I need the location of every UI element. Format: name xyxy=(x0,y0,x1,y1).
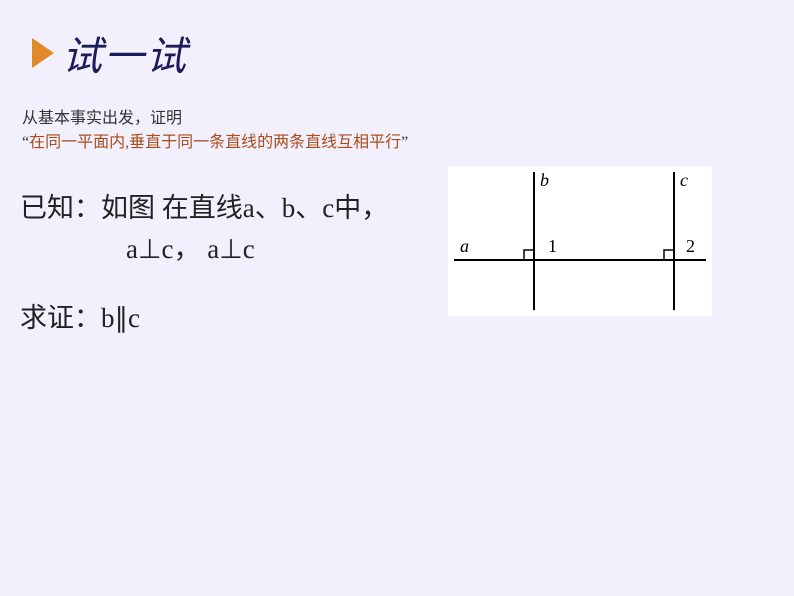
prove-label: 求证： xyxy=(20,303,101,333)
subtitle-line-2: “在同一平面内,垂直于同一条直线的两条直线互相平行” xyxy=(22,128,408,152)
geometry-svg: a b c 1 2 xyxy=(448,166,712,316)
chevron-right-icon xyxy=(32,38,54,68)
known-line-1-rest: 如图 在直线a、b、c中， xyxy=(101,193,388,223)
known-line-1: 已知：如图 在直线a、b、c中， xyxy=(20,188,388,229)
subtitle-accent: 在同一平面内,垂直于同一条直线的两条直线互相平行 xyxy=(29,134,401,151)
subtitle-line-1: 从基本事实出发，证明 xyxy=(22,104,182,128)
slide-title: 试一试 xyxy=(62,24,188,82)
svg-text:c: c xyxy=(680,170,688,190)
svg-text:b: b xyxy=(540,170,549,190)
slide-title-row: 试一试 xyxy=(32,24,188,82)
svg-text:2: 2 xyxy=(686,236,695,256)
svg-text:1: 1 xyxy=(548,236,557,256)
svg-text:a: a xyxy=(460,236,469,256)
quote-close: ” xyxy=(401,134,408,151)
geometry-figure: a b c 1 2 xyxy=(448,166,712,316)
known-line-2: a⊥c， a⊥c xyxy=(20,229,388,270)
prove-body: b∥c xyxy=(101,303,140,333)
known-block: 已知：如图 在直线a、b、c中， a⊥c， a⊥c xyxy=(20,188,388,269)
known-label: 已知： xyxy=(20,193,101,223)
prove-block: 求证：b∥c xyxy=(20,296,140,335)
